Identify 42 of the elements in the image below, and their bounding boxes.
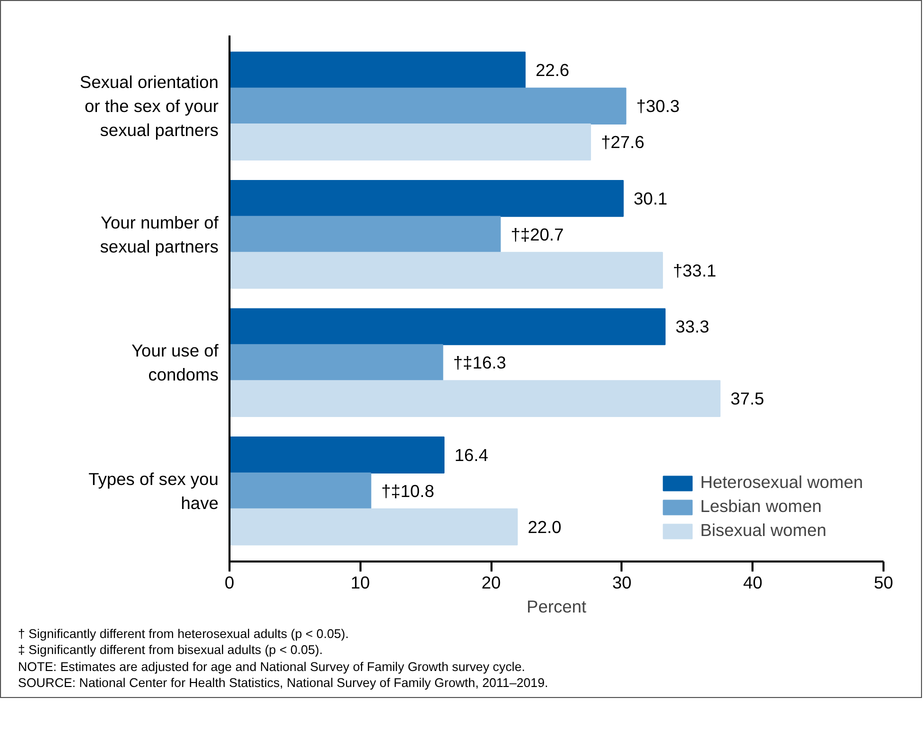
data-label: 16.4 [454, 445, 489, 466]
data-label: †30.3 [636, 96, 680, 116]
x-axis-title: Percent [526, 596, 587, 616]
x-tick-label: 20 [481, 572, 501, 592]
data-label: †33.1 [672, 260, 716, 280]
legend-label: Lesbian women [700, 496, 822, 517]
x-tick-label: 30 [612, 572, 632, 592]
bar [230, 344, 444, 382]
bar [230, 308, 666, 346]
x-tick-label: 10 [350, 572, 370, 592]
bar [230, 88, 626, 125]
bar [230, 180, 624, 217]
bar [230, 124, 592, 160]
bar [230, 380, 720, 418]
bar [230, 216, 501, 253]
y-tick-label: Your number of sexual partners [100, 212, 219, 256]
text: NOTE: Estimates are adjusted for age and National Survey of Family Growth survey cycle. [18, 660, 526, 674]
x-tick-label: 40 [743, 572, 762, 592]
y-tick-label: Your use of condoms [131, 340, 219, 385]
data-label: 22.6 [536, 60, 570, 80]
bar [230, 52, 526, 89]
data-label: †27.6 [600, 132, 644, 152]
data-label: †‡20.7 [510, 224, 564, 244]
x-tick-label: 50 [874, 572, 894, 592]
data-label: †‡10.8 [381, 480, 434, 501]
legend-label: Bisexual women [700, 520, 826, 541]
source-note: SOURCE: National Center for Health Statistics, National Survey of Family Growth, 2011–2019. [18, 676, 548, 690]
data-label: 22.0 [528, 516, 562, 537]
data-label: †‡16.3 [453, 352, 506, 373]
bar [230, 508, 518, 546]
x-tick-label: 0 [224, 572, 234, 592]
bar [230, 472, 372, 510]
bar [230, 252, 663, 289]
legend-label: Heterosexual women [700, 472, 863, 493]
data-label: 33.3 [676, 316, 710, 337]
data-label: 37.5 [730, 388, 764, 409]
bar [230, 436, 445, 474]
text: ‡ Significantly different from bisexual adults (p < 0.05). [18, 643, 323, 658]
data-label: 30.1 [634, 188, 668, 208]
y-tick-label: Sexual orientation or the sex of your sexual partners [80, 72, 219, 140]
y-tick-label: Types of sex you have [88, 468, 219, 513]
text: † Significantly different from heterosexual adults (p < 0.05). [18, 627, 349, 641]
